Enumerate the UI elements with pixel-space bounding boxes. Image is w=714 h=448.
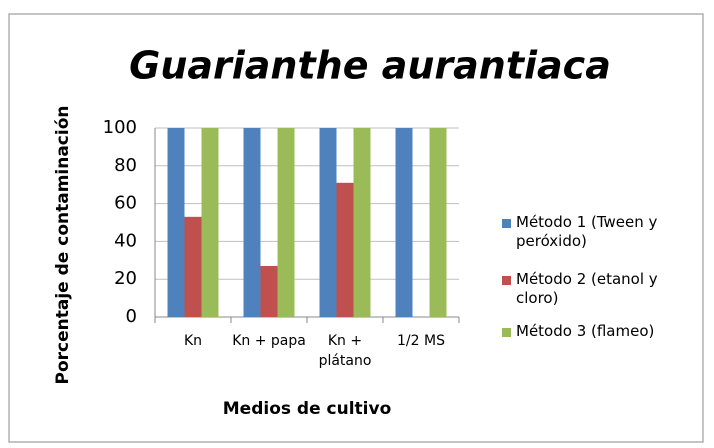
bar <box>277 128 295 317</box>
legend-swatch <box>502 219 511 228</box>
x-tick-label: Kn + plátano <box>318 333 372 369</box>
bar <box>429 128 447 317</box>
y-tick-label: 60 <box>114 193 137 214</box>
y-tick-label: 40 <box>114 230 137 251</box>
legend-swatch <box>502 276 511 285</box>
x-tick-label: Kn <box>183 333 203 349</box>
bar <box>353 128 371 317</box>
y-axis-label: Porcentaje de contaminación <box>53 106 73 385</box>
x-tick-label: Kn + papa <box>232 333 306 349</box>
bar <box>184 216 202 317</box>
bar <box>167 128 185 317</box>
y-tick-label: 100 <box>103 117 137 138</box>
bar <box>336 182 354 317</box>
chart-title: Guarianthe aurantiaca <box>129 44 611 88</box>
legend-swatch <box>502 328 511 337</box>
bar <box>319 128 337 317</box>
bar <box>201 128 219 317</box>
legend-label: Método 1 (Tween y peróxido) <box>516 213 658 250</box>
bar <box>395 128 413 317</box>
y-tick-label: 0 <box>126 306 137 327</box>
y-tick-label: 80 <box>114 155 137 176</box>
bar <box>260 265 278 317</box>
x-axis-label: Medios de cultivo <box>223 399 392 419</box>
y-tick-label: 20 <box>114 268 137 289</box>
legend-label: Método 3 (flameo) <box>516 322 655 340</box>
x-tick-label: 1/2 MS <box>397 333 445 349</box>
legend-label: Método 2 (etanol y cloro) <box>516 270 658 307</box>
bar <box>243 128 261 317</box>
